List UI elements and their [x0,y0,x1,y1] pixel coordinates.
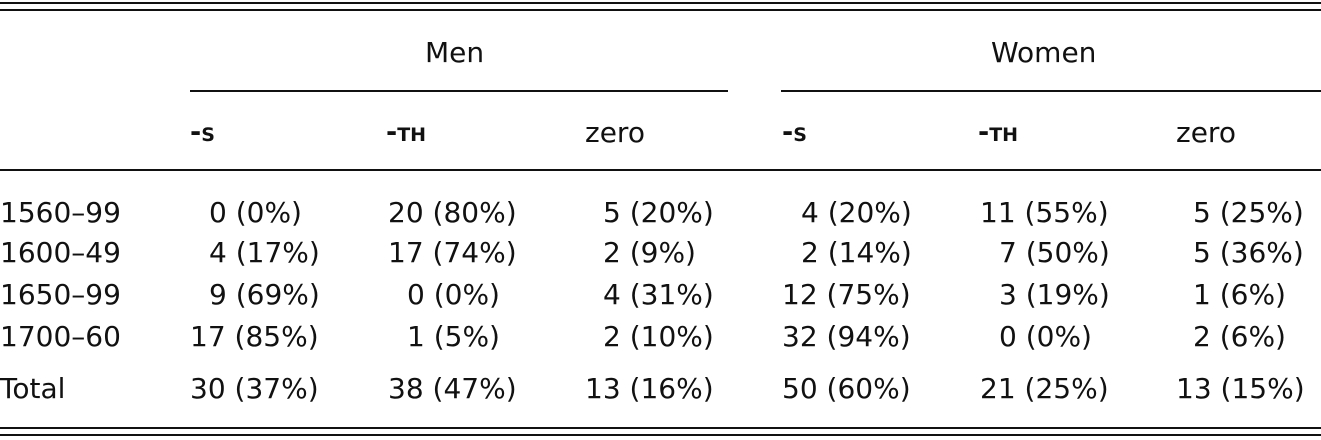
top-rule [0,2,1321,4]
bottom-rule-inner [0,434,1321,436]
table-cell: 4 (31%) [603,278,714,311]
total-cell: 38 (47%) [388,372,517,405]
women-group-rule [781,90,1321,92]
table-cell: 0 (0%) [209,196,302,229]
table-cell: 1 (5%) [407,320,500,353]
total-cell: 50 (60%) [782,372,911,405]
table-cell: 3 (19%) [999,278,1110,311]
col-header-men-th: -th [386,117,427,148]
bottom-rule [0,427,1321,429]
table-cell: 12 (75%) [782,278,911,311]
total-cell: 21 (25%) [980,372,1109,405]
col-header-women-zero: zero [1176,116,1236,149]
total-label: Total [0,372,66,405]
group-header-men: Men [425,36,485,69]
table-cell: 0 (0%) [407,278,500,311]
row-label: 1700–60 [0,320,121,353]
table-cell: 4 (17%) [209,236,320,269]
group-header-women: Women [991,36,1097,69]
row-label: 1600–49 [0,236,121,269]
table-cell: 9 (69%) [209,278,320,311]
table-cell: 20 (80%) [388,196,517,229]
col-header-men-zero: zero [585,116,645,149]
col-header-women-th: -th [978,117,1019,148]
table-cell: 17 (85%) [190,320,319,353]
top-rule-inner [0,9,1321,11]
table-cell: 4 (20%) [801,196,912,229]
row-label: 1650–99 [0,278,121,311]
col-header-women-s: -s [782,117,807,148]
total-cell: 30 (37%) [190,372,319,405]
table-cell: 1 (6%) [1193,278,1286,311]
table-cell: 2 (14%) [801,236,912,269]
total-cell: 13 (16%) [585,372,714,405]
table-cell: 2 (6%) [1193,320,1286,353]
men-group-rule [190,90,728,92]
row-label: 1560–99 [0,196,121,229]
table-cell: 11 (55%) [980,196,1109,229]
table-cell: 17 (74%) [388,236,517,269]
table-cell: 32 (94%) [782,320,911,353]
table-cell: 5 (20%) [603,196,714,229]
table-cell: 5 (36%) [1193,236,1304,269]
table-cell: 7 (50%) [999,236,1110,269]
table-cell: 2 (10%) [603,320,714,353]
total-cell: 13 (15%) [1176,372,1305,405]
col-header-men-s: -s [190,117,215,148]
table-cell: 2 (9%) [603,236,696,269]
header-rule [0,169,1321,171]
table-cell: 5 (25%) [1193,196,1304,229]
table-cell: 0 (0%) [999,320,1092,353]
